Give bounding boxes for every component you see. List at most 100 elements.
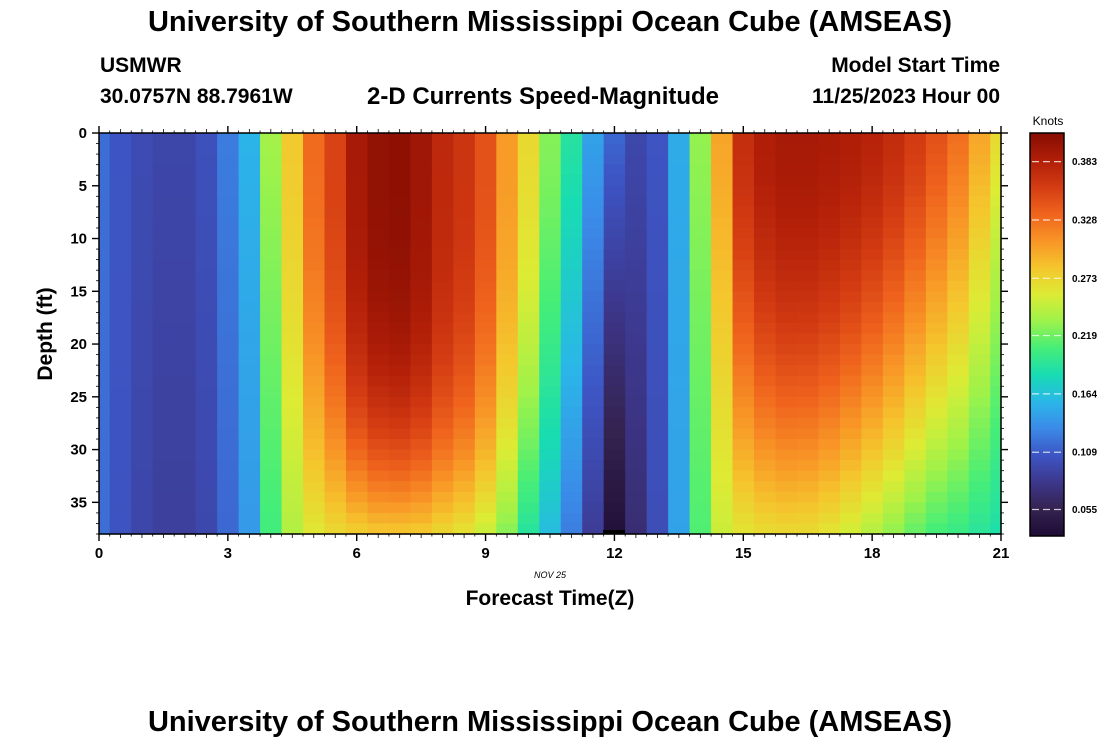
heatmap-cell: [431, 333, 454, 345]
heatmap-cell: [925, 365, 948, 377]
heatmap-cell: [474, 502, 497, 514]
heatmap-cell: [496, 259, 519, 271]
heatmap-cell: [431, 270, 454, 282]
heatmap-cell: [904, 143, 927, 155]
heatmap-cell: [839, 280, 863, 292]
heatmap-cell: [689, 333, 712, 345]
heatmap-cell: [474, 238, 497, 250]
heatmap-cell: [689, 460, 712, 472]
heatmap-cell: [861, 365, 884, 377]
heatmap-cell: [625, 481, 648, 493]
heatmap-cell: [582, 396, 605, 408]
heatmap-cell: [904, 322, 927, 335]
heatmap-cell: [109, 396, 132, 408]
heatmap-cell: [925, 417, 948, 430]
heatmap-cell: [99, 470, 111, 482]
heatmap-cell: [754, 270, 777, 282]
heatmap-cell: [410, 470, 433, 482]
heatmap-cell: [732, 322, 755, 335]
heatmap-cell: [861, 428, 884, 440]
heatmap-cell: [968, 259, 991, 271]
heatmap-cell: [603, 344, 626, 356]
heatmap-cell: [882, 249, 905, 261]
heatmap-cell: [496, 449, 519, 461]
heatmap-cell: [260, 396, 283, 408]
heatmap-cell: [990, 460, 1002, 472]
heatmap-cell: [99, 428, 111, 440]
heatmap-cell: [281, 227, 304, 240]
heatmap-cell: [732, 238, 755, 250]
heatmap-cell: [474, 301, 497, 313]
heatmap-cell: [517, 270, 540, 282]
heatmap-cell: [431, 280, 454, 292]
heatmap-cell: [968, 249, 991, 261]
heatmap-cell: [925, 227, 948, 240]
heatmap-cell: [839, 133, 863, 145]
heatmap-cell: [281, 502, 304, 514]
heatmap-cell: [324, 502, 347, 514]
heatmap-cell: [152, 428, 175, 440]
heatmap-cell: [517, 217, 540, 229]
heatmap-cell: [711, 238, 734, 250]
heatmap-cell: [925, 291, 948, 303]
heatmap-cell: [689, 417, 712, 430]
heatmap-cell: [99, 133, 111, 145]
heatmap-cell: [517, 259, 540, 271]
heatmap-cell: [796, 185, 820, 197]
heatmap-cell: [260, 333, 283, 345]
heatmap-cell: [904, 249, 927, 261]
heatmap-cell: [861, 449, 884, 461]
heatmap-cell: [754, 407, 777, 419]
x-axis-label: Forecast Time(Z): [466, 587, 635, 610]
heatmap-cell: [388, 481, 412, 493]
heatmap-cell: [453, 291, 476, 303]
heatmap-cell: [625, 460, 648, 472]
heatmap-cell: [367, 344, 390, 356]
heatmap-cell: [689, 249, 712, 261]
heatmap-cell: [99, 491, 111, 503]
heatmap-cell: [431, 164, 454, 176]
heatmap-cell: [560, 133, 583, 145]
heatmap-cell: [775, 206, 798, 219]
heatmap-cell: [388, 270, 412, 282]
heatmap-cell: [99, 154, 111, 166]
heatmap-cell: [818, 175, 841, 187]
heatmap-cell: [882, 280, 905, 292]
heatmap-cell: [131, 312, 154, 324]
heatmap-cell: [646, 375, 669, 387]
heatmap-cell: [260, 259, 283, 271]
heatmap-cell: [99, 259, 111, 271]
heatmap-cell: [861, 523, 884, 535]
heatmap-cell: [99, 227, 111, 240]
heatmap-cell: [174, 175, 197, 187]
heatmap-cell: [625, 333, 648, 345]
heatmap-cell: [925, 280, 948, 292]
heatmap-cell: [861, 481, 884, 493]
heatmap-cell: [152, 449, 175, 461]
heatmap-cell: [174, 133, 197, 145]
heatmap-cell: [796, 417, 820, 430]
heatmap-cell: [582, 217, 605, 229]
heatmap-cell: [367, 512, 390, 525]
heatmap-cell: [517, 354, 540, 366]
heatmap-cell: [582, 164, 605, 176]
heatmap-cell: [195, 185, 218, 197]
heatmap-cell: [174, 196, 197, 208]
heatmap-cell: [560, 428, 583, 440]
heatmap-cell: [882, 365, 905, 377]
heatmap-cell: [453, 396, 476, 408]
heatmap-cell: [775, 523, 798, 535]
heatmap-cell: [732, 312, 755, 324]
heatmap-cell: [217, 196, 240, 208]
heatmap-cell: [582, 354, 605, 366]
heatmap-cell: [131, 238, 154, 250]
heatmap-cell: [453, 301, 476, 313]
heatmap-cell: [367, 396, 390, 408]
heatmap-cell: [431, 375, 454, 387]
heatmap-cell: [238, 185, 261, 197]
heatmap-cell: [711, 354, 734, 366]
heatmap-cell: [260, 365, 283, 377]
heatmap-cell: [754, 175, 777, 187]
heatmap-cell: [517, 417, 540, 430]
heatmap-cell: [646, 386, 669, 398]
